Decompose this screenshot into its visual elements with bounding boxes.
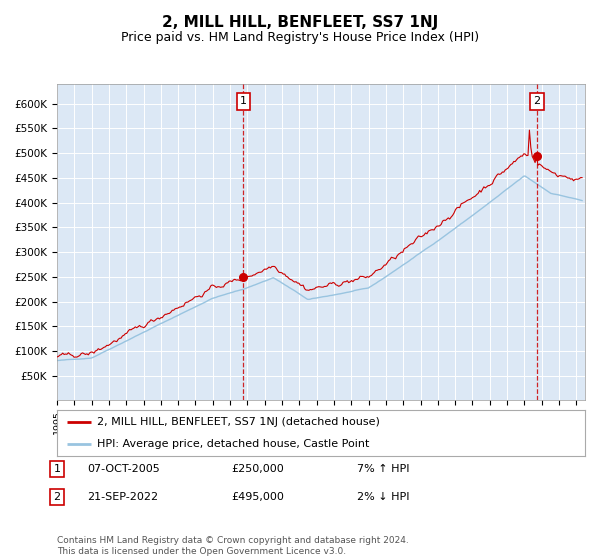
Text: 1: 1 xyxy=(53,464,61,474)
Text: £250,000: £250,000 xyxy=(231,464,284,474)
Text: 2, MILL HILL, BENFLEET, SS7 1NJ (detached house): 2, MILL HILL, BENFLEET, SS7 1NJ (detache… xyxy=(97,417,379,427)
Text: HPI: Average price, detached house, Castle Point: HPI: Average price, detached house, Cast… xyxy=(97,438,369,449)
Text: £495,000: £495,000 xyxy=(231,492,284,502)
Text: 2% ↓ HPI: 2% ↓ HPI xyxy=(357,492,409,502)
Text: 7% ↑ HPI: 7% ↑ HPI xyxy=(357,464,409,474)
Text: 21-SEP-2022: 21-SEP-2022 xyxy=(87,492,158,502)
Text: 1: 1 xyxy=(240,96,247,106)
Text: Price paid vs. HM Land Registry's House Price Index (HPI): Price paid vs. HM Land Registry's House … xyxy=(121,31,479,44)
Text: 07-OCT-2005: 07-OCT-2005 xyxy=(87,464,160,474)
Text: Contains HM Land Registry data © Crown copyright and database right 2024.
This d: Contains HM Land Registry data © Crown c… xyxy=(57,536,409,556)
Text: 2: 2 xyxy=(53,492,61,502)
Text: 2, MILL HILL, BENFLEET, SS7 1NJ: 2, MILL HILL, BENFLEET, SS7 1NJ xyxy=(162,15,438,30)
Text: 2: 2 xyxy=(533,96,541,106)
